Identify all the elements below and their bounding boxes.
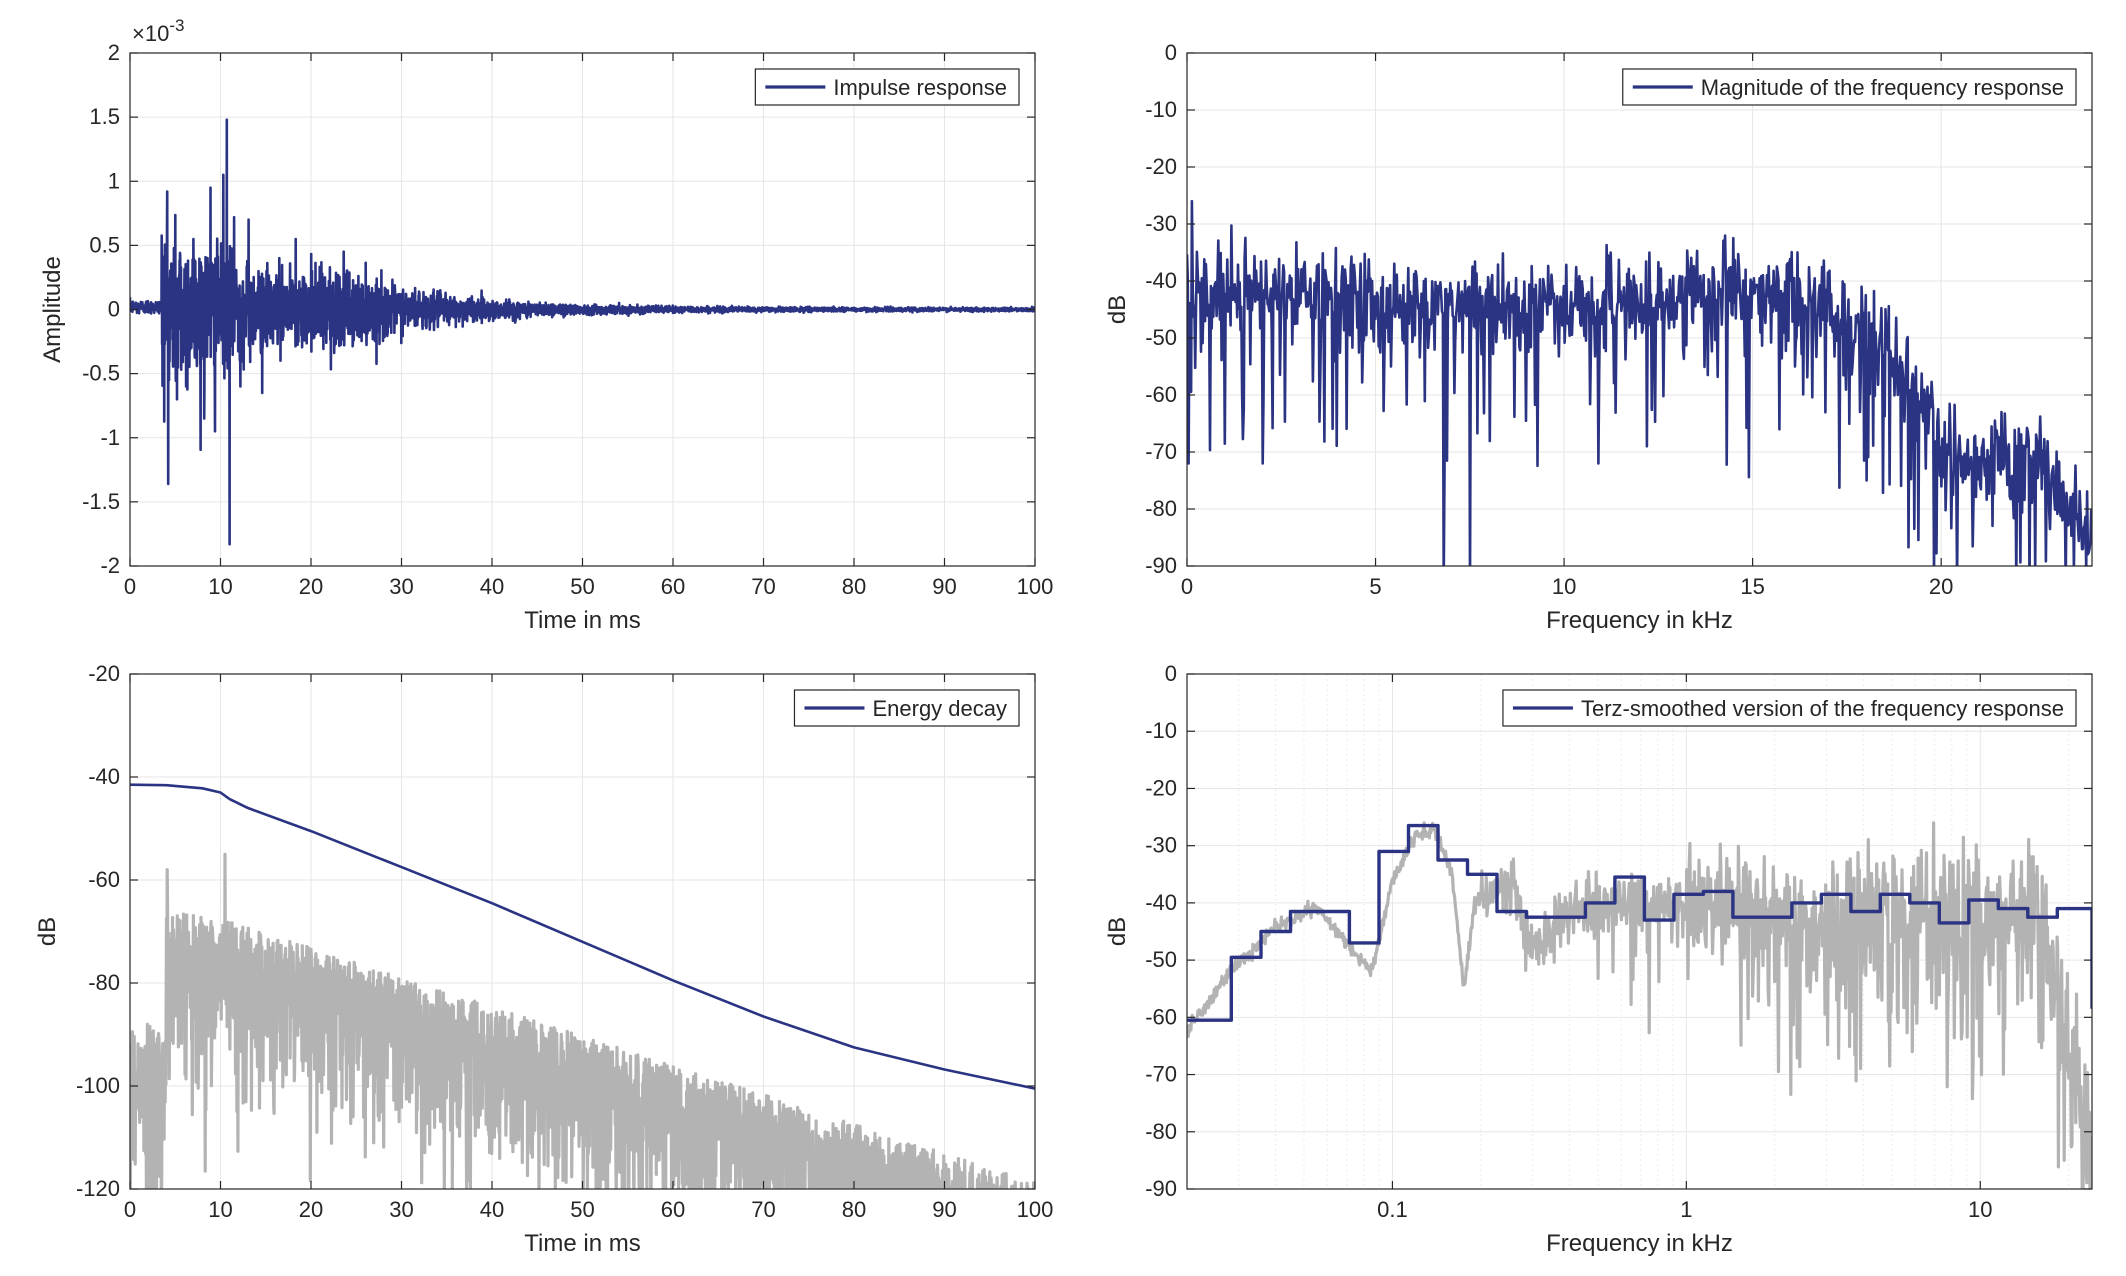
x-tick-label: 80 — [842, 1197, 866, 1222]
y-axis-label: dB — [1104, 295, 1131, 324]
x-tick-label: 50 — [570, 1197, 594, 1222]
x-tick-label: 60 — [661, 1197, 685, 1222]
chart-terz: 0.1 1 10 0 -10 -20 -30 -40 -50 -60 -70 -80 -90 Freque… — [1104, 661, 2093, 1257]
y-tick-label: 0.5 — [89, 232, 120, 257]
y-tick-label: -40 — [1145, 268, 1177, 293]
y-tick-label: -2 — [100, 553, 120, 578]
y-axis-label: dB — [34, 917, 61, 946]
x-tick-label: 100 — [1017, 1197, 1054, 1222]
grid — [1187, 673, 2092, 1190]
x-axis-label: Time in ms — [524, 607, 640, 634]
chart-energy: 0 10 20 30 40 50 60 70 80 90 100 -20 -40 -60 -80 -100 -1… — [34, 661, 1053, 1257]
x-tick-label: 5 — [1369, 574, 1381, 599]
x-axis-label: Time in ms — [524, 1230, 640, 1257]
y-tick-label: -70 — [1145, 1062, 1177, 1087]
x-axis-label: Frequency in kHz — [1546, 1230, 1733, 1257]
x-tick-label: 10 — [208, 1197, 232, 1222]
y-tick-label: -40 — [1145, 890, 1177, 915]
x-tick-label: 15 — [1740, 574, 1764, 599]
y-tick-label: -60 — [1145, 382, 1177, 407]
y-tick-label: -70 — [1145, 439, 1177, 464]
y-tick-label: 0 — [1165, 661, 1177, 686]
x-tick-label: 50 — [570, 574, 594, 599]
series-line-main — [1187, 199, 2092, 566]
series-line-main — [1187, 823, 2092, 1022]
y-tick-label: -60 — [1145, 1004, 1177, 1029]
x-tick-label: 10 — [208, 574, 232, 599]
x-tick-label: 70 — [751, 574, 775, 599]
y-tick-label: -20 — [1145, 154, 1177, 179]
y-tick-label: -1 — [100, 425, 120, 450]
y-tick-label: -120 — [76, 1176, 120, 1201]
x-tick-label: 70 — [751, 1197, 775, 1222]
y-tick-label: -10 — [1145, 97, 1177, 122]
legend-label: Terz-smoothed version of the frequency r… — [1581, 696, 2064, 721]
x-tick-label: 20 — [299, 574, 323, 599]
series-line-main — [130, 118, 1035, 546]
y-tick-label: -80 — [1145, 1119, 1177, 1144]
y-tick-label: -90 — [1145, 553, 1177, 578]
y-tick-label: -20 — [88, 661, 120, 686]
legend-box — [1502, 689, 2077, 727]
series-line-raw — [1187, 821, 2092, 1189]
legend: Energy decay — [793, 689, 1020, 727]
y-tick-label: -40 — [88, 764, 120, 789]
legend: Impulse response — [754, 68, 1020, 106]
x-tick-label: 0 — [124, 1197, 136, 1222]
x-tick-label: 0 — [124, 574, 136, 599]
x-tick-label: 20 — [299, 1197, 323, 1222]
y-axis-label: dB — [1104, 917, 1131, 946]
legend: Magnitude of the frequency response — [1622, 68, 2077, 106]
y-axis-label: Amplitude — [39, 256, 66, 363]
series-line-raw — [130, 852, 1035, 1189]
y-tick-label: -30 — [1145, 833, 1177, 858]
x-tick-label: 100 — [1017, 574, 1054, 599]
y-exponent-label: ×10-3 — [132, 16, 184, 46]
x-tick-label: 0.1 — [1377, 1197, 1408, 1222]
y-tick-label: 0 — [108, 297, 120, 322]
legend-label: Energy decay — [872, 696, 1007, 721]
y-tick-label: 1.5 — [89, 104, 120, 129]
axes-box — [1186, 52, 2093, 567]
x-tick-label: 30 — [389, 574, 413, 599]
x-tick-label: 10 — [1552, 574, 1576, 599]
x-tick-label: 1 — [1680, 1197, 1692, 1222]
x-tick-label: 30 — [389, 1197, 413, 1222]
y-tick-label: 1 — [108, 168, 120, 193]
y-tick-label: -50 — [1145, 325, 1177, 350]
y-tick-label: -50 — [1145, 947, 1177, 972]
y-tick-label: -80 — [1145, 496, 1177, 521]
legend-box — [1622, 68, 2077, 106]
x-tick-label: 90 — [932, 574, 956, 599]
y-tick-label: -60 — [88, 867, 120, 892]
y-tick-label: -100 — [76, 1073, 120, 1098]
x-tick-label: 0 — [1181, 574, 1193, 599]
y-tick-label: 2 — [108, 40, 120, 65]
x-tick-label: 10 — [1968, 1197, 1992, 1222]
x-tick-label: 60 — [661, 574, 685, 599]
x-tick-label: 90 — [932, 1197, 956, 1222]
chart-impulse: 0 10 20 30 40 50 60 70 80 90 100 -2 -1.5 -1 -0.5 0 0.5 1 1… — [39, 16, 1053, 634]
legend-label: Impulse response — [833, 75, 1007, 100]
y-tick-label: -0.5 — [82, 361, 120, 386]
chart-magnitude: 0 5 10 15 20 0 -10 -20 -30 -40 -50 -60 -70 -80 -90 Freq… — [1104, 40, 2093, 634]
x-axis-label: Frequency in kHz — [1546, 607, 1733, 634]
legend: Terz-smoothed version of the frequency r… — [1502, 689, 2077, 727]
x-tick-label: 40 — [480, 574, 504, 599]
y-tick-label: -30 — [1145, 211, 1177, 236]
y-tick-label: -10 — [1145, 718, 1177, 743]
x-tick-label: 40 — [480, 1197, 504, 1222]
series-line-main — [130, 783, 1035, 1090]
y-tick-label: -90 — [1145, 1176, 1177, 1201]
y-tick-label: 0 — [1165, 40, 1177, 65]
y-tick-label: -1.5 — [82, 489, 120, 514]
y-tick-label: -20 — [1145, 775, 1177, 800]
x-tick-label: 20 — [1929, 574, 1953, 599]
axes-box — [1186, 673, 2093, 1190]
y-tick-label: -80 — [88, 970, 120, 995]
x-tick-label: 80 — [842, 574, 866, 599]
legend-label: Magnitude of the frequency response — [1701, 75, 2064, 100]
